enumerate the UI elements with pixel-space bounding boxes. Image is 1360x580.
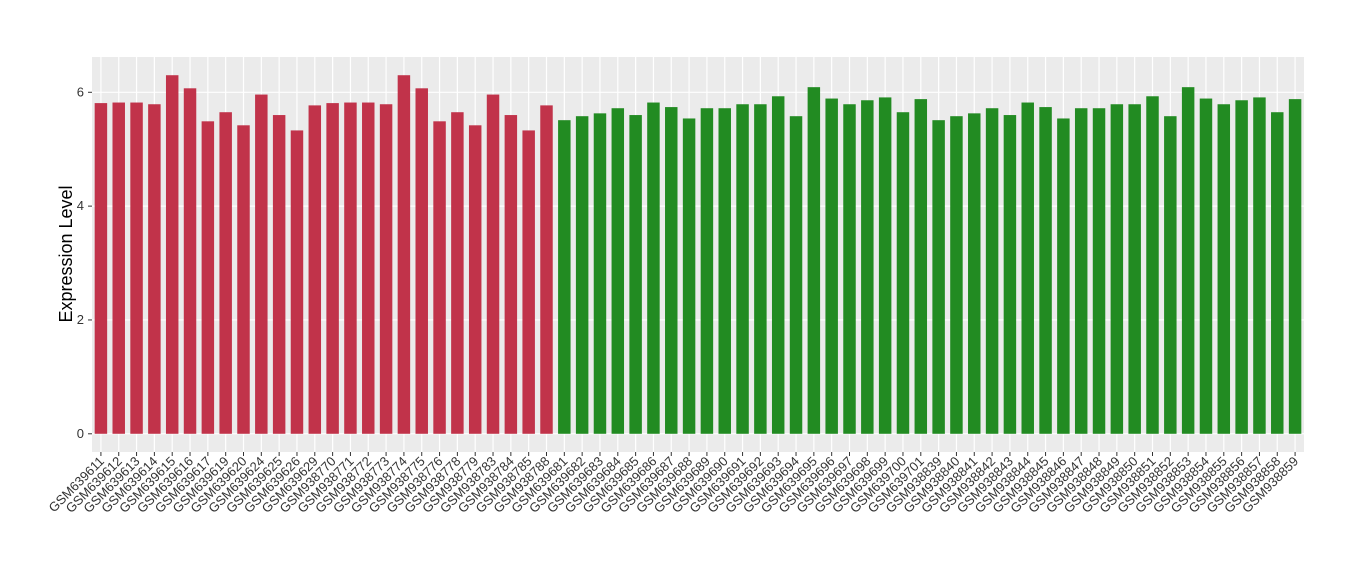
bar	[771, 96, 785, 434]
bar	[1039, 107, 1052, 434]
bar	[558, 120, 571, 434]
bar	[1021, 102, 1034, 434]
bar	[754, 104, 767, 434]
bar	[1074, 108, 1088, 434]
bar	[718, 108, 731, 434]
bar	[272, 115, 286, 434]
bar	[682, 118, 696, 434]
bar	[1235, 100, 1248, 434]
bar	[486, 94, 500, 434]
bar	[985, 108, 999, 434]
bar	[647, 102, 660, 434]
bar	[1146, 96, 1159, 434]
bar	[415, 88, 428, 434]
bar	[968, 113, 981, 434]
bar	[362, 102, 375, 434]
y-axis-label: Expression Level	[56, 185, 76, 322]
bar	[94, 103, 108, 434]
bar	[504, 115, 518, 434]
bar	[1092, 108, 1106, 434]
y-tick-label: 2	[77, 312, 84, 327]
bar	[807, 87, 821, 434]
bar	[308, 105, 322, 434]
bar	[148, 104, 161, 434]
bar	[183, 88, 197, 434]
bar	[112, 102, 125, 434]
bar	[629, 115, 642, 434]
bar	[843, 104, 856, 434]
bar	[1253, 97, 1266, 434]
bar	[290, 130, 304, 434]
bar	[1057, 118, 1070, 434]
bar	[789, 116, 803, 434]
bar	[861, 100, 874, 434]
bar	[825, 98, 838, 434]
bar	[1199, 98, 1213, 434]
bar	[344, 102, 357, 434]
bar	[219, 112, 232, 434]
bar	[1164, 116, 1177, 434]
bar	[700, 108, 714, 434]
bar	[326, 103, 339, 434]
y-tick-label: 6	[77, 84, 84, 99]
y-tick-label: 0	[77, 426, 84, 441]
bar	[201, 121, 215, 434]
bar	[575, 116, 589, 434]
bar	[522, 130, 535, 434]
bar	[736, 104, 749, 434]
bar	[896, 112, 910, 434]
bar	[165, 75, 179, 434]
bar	[950, 116, 963, 434]
bar	[1128, 104, 1141, 434]
bar	[878, 97, 892, 434]
bar	[593, 113, 607, 434]
bar	[540, 105, 553, 434]
bar	[451, 112, 464, 434]
bar	[1271, 112, 1284, 434]
bar	[237, 125, 250, 434]
bar	[397, 75, 411, 434]
y-tick-label: 4	[77, 198, 84, 213]
bar	[1110, 104, 1124, 434]
bar	[255, 94, 268, 434]
bar	[1288, 99, 1302, 434]
bar	[665, 107, 678, 434]
bar	[468, 125, 482, 434]
bar	[1217, 104, 1231, 434]
bar	[130, 102, 143, 434]
bar	[433, 121, 446, 434]
bar	[379, 104, 393, 434]
bar	[932, 120, 945, 434]
bar	[1181, 87, 1195, 434]
bar	[611, 108, 625, 434]
bar	[914, 99, 928, 434]
bar	[1003, 115, 1017, 434]
